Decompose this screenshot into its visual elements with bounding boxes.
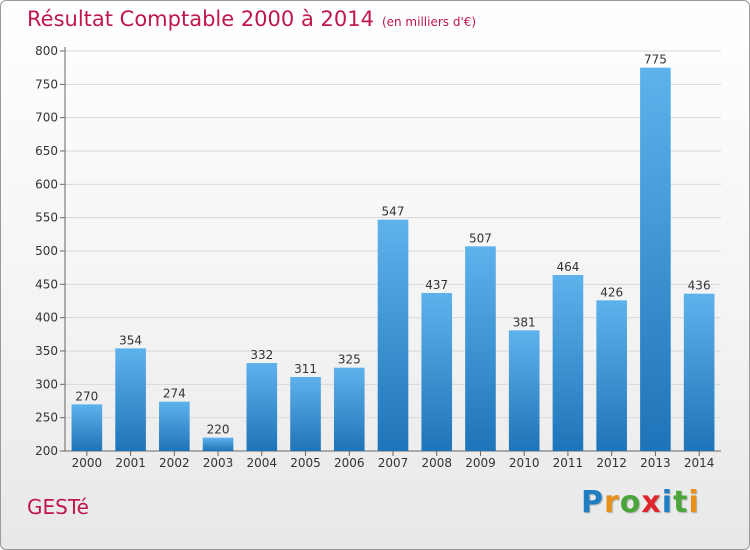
data-label: 437 <box>425 278 448 292</box>
bar-2012 <box>596 300 627 451</box>
y-tick-label: 300 <box>35 377 58 391</box>
chart-title: Résultat Comptable 2000 à 2014 (en millie… <box>27 7 476 31</box>
y-tick-label: 750 <box>35 77 58 91</box>
x-tick-label: 2007 <box>378 456 409 470</box>
x-tick-label: 2013 <box>640 456 671 470</box>
x-tick-label: 2010 <box>509 456 540 470</box>
logo-letter: i <box>661 485 674 520</box>
data-labels: 270 354 274 220 332 311 325 547 437 507 381 464 426 7… <box>75 53 710 437</box>
proxiti-logo[interactable]: Proxiti <box>581 485 700 520</box>
bar-2014 <box>683 293 715 451</box>
y-tick-label: 200 <box>35 444 58 458</box>
y-tick-label: 550 <box>35 211 58 225</box>
bar-2001 <box>115 348 146 451</box>
x-tick-label: 2009 <box>465 456 496 470</box>
y-tick-label: 400 <box>35 311 58 325</box>
data-label: 426 <box>600 285 623 299</box>
data-label: 547 <box>382 205 405 219</box>
bar-2013 <box>640 67 671 452</box>
y-tick-label: 350 <box>35 344 58 358</box>
logo-letter: r <box>604 485 620 520</box>
data-label: 507 <box>469 231 492 245</box>
axes: 200 250 300 350 400 450 500 550 600 650 700 750 800 2… <box>35 44 721 470</box>
y-tick-label: 800 <box>35 44 58 58</box>
bar-2011 <box>552 275 584 451</box>
x-tick-label: 2014 <box>684 456 715 470</box>
x-tick-label: 2001 <box>115 456 146 470</box>
bar-2007 <box>377 219 409 451</box>
x-tick-label: 2004 <box>247 456 278 470</box>
bars <box>71 67 715 452</box>
data-label: 354 <box>119 333 142 347</box>
y-tick-label: 700 <box>35 111 58 125</box>
data-label: 270 <box>75 389 98 403</box>
x-tick-label: 2003 <box>203 456 234 470</box>
bar-2008 <box>421 293 453 451</box>
x-tick-label: 2006 <box>334 456 365 470</box>
data-label: 220 <box>207 423 230 437</box>
bar-2006 <box>333 367 365 451</box>
x-tick-label: 2012 <box>596 456 627 470</box>
x-tick-label: 2011 <box>553 456 584 470</box>
bar-2010 <box>508 330 540 451</box>
y-tick-label: 450 <box>35 277 58 291</box>
bar-2000 <box>71 404 103 451</box>
data-label: 464 <box>556 260 579 274</box>
bar-2005 <box>290 377 321 451</box>
x-tick-label: 2008 <box>421 456 452 470</box>
x-tick-label: 2000 <box>72 456 103 470</box>
bar-2002 <box>159 401 190 451</box>
data-label: 436 <box>688 279 711 293</box>
bar-2009 <box>465 246 496 451</box>
data-label: 381 <box>513 315 536 329</box>
y-tick-label: 650 <box>35 144 58 158</box>
bar-2003 <box>202 437 234 451</box>
logo-letter: x <box>641 485 662 520</box>
logo-letter: i <box>688 485 700 520</box>
data-label: 274 <box>163 387 186 401</box>
logo-letter: t <box>673 485 689 520</box>
logo-letter: o <box>619 485 642 520</box>
x-tick-label: 2005 <box>290 456 321 470</box>
data-label: 311 <box>294 362 317 376</box>
y-tick-label: 250 <box>35 411 58 425</box>
city-name: GESTé <box>27 495 89 519</box>
chart-title-text: Résultat Comptable 2000 à 2014 <box>27 7 374 31</box>
data-label: 332 <box>250 348 273 362</box>
y-tick-label: 600 <box>35 177 58 191</box>
bar-2004 <box>246 363 278 451</box>
data-label: 775 <box>644 53 667 67</box>
x-tick-label: 2002 <box>159 456 190 470</box>
chart-subtitle: (en milliers d'€) <box>381 15 477 29</box>
logo-letter: P <box>581 485 604 520</box>
y-tick-label: 500 <box>35 244 58 258</box>
data-label: 325 <box>338 353 361 367</box>
